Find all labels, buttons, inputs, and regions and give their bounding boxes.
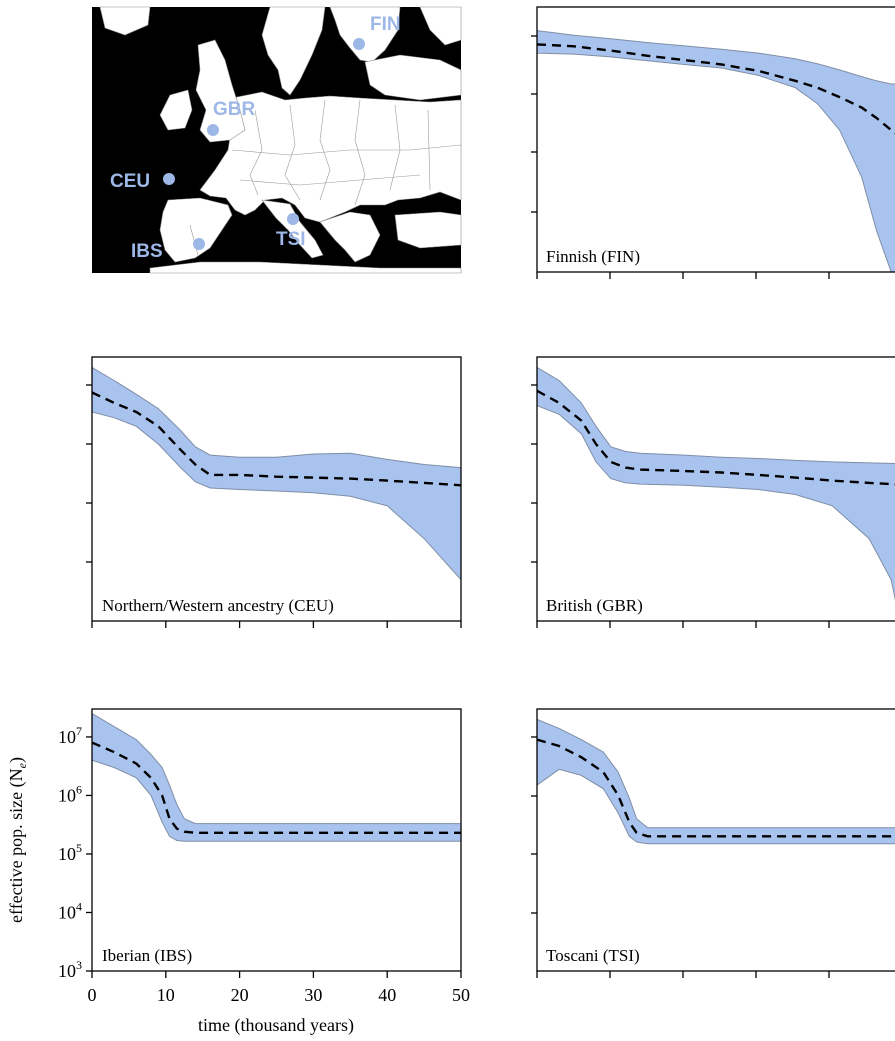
panel-ibs: Iberian (IBS) (86, 708, 462, 978)
map-label-ibs: IBS (131, 241, 163, 262)
panel-ibs-label: Iberian (IBS) (102, 946, 192, 965)
confidence-band (537, 718, 895, 845)
marker-ceu (163, 173, 175, 185)
panel-ceu-frame (91, 356, 462, 622)
x-tick-label: 40 (378, 985, 396, 1005)
map-label-tsi: TSI (276, 229, 306, 250)
y-tick-label: 105 (58, 841, 82, 864)
y-tick-label: 106 (58, 782, 82, 805)
x-tick-label: 10 (157, 985, 175, 1005)
map-land (99, 6, 462, 274)
map-label-ceu: CEU (110, 171, 150, 192)
median-line (537, 43, 895, 135)
panel-fin-label: Finnish (FIN) (546, 247, 640, 266)
map-markers (163, 38, 365, 250)
y-axis-title-close: ) (6, 757, 27, 763)
marker-fin (353, 38, 365, 50)
panel-gbr-label: British (GBR) (546, 596, 643, 615)
y-axis-title: effective pop. size (Ne) (6, 757, 29, 923)
panel-ibs-frame (91, 708, 462, 972)
x-tick-labels: 0 10 20 30 40 50 (88, 985, 471, 1005)
marker-ibs (193, 238, 205, 250)
y-axis-title-main: effective pop. size (N (6, 768, 27, 923)
panel-ceu: Northern/Western ancestry (CEU) (86, 356, 462, 628)
x-tick-label: 20 (231, 985, 249, 1005)
confidence-band (537, 30, 895, 272)
median-line (92, 391, 461, 487)
y-axis-title-sub: e (15, 762, 29, 768)
marker-tsi (287, 213, 299, 225)
confidence-band (537, 366, 895, 601)
y-tick-label: 104 (58, 899, 82, 922)
panel-fin: Finnish (FIN) (531, 6, 895, 279)
confidence-band (92, 713, 461, 842)
panel-ceu-label: Northern/Western ancestry (CEU) (102, 596, 334, 615)
y-tick-labels: 103 104 105 106 107 (58, 724, 82, 981)
map-label-gbr: GBR (213, 99, 256, 120)
confidence-band (92, 366, 461, 581)
y-tick-label: 107 (58, 724, 82, 747)
panel-tsi-label: Toscani (TSI) (546, 946, 640, 965)
x-tick-label: 30 (304, 985, 322, 1005)
x-axis-title: time (thousand years) (198, 1015, 354, 1036)
panel-gbr: British (GBR) (531, 356, 895, 628)
panel-tsi-frame (536, 708, 895, 972)
map-borders (189, 99, 462, 256)
x-tick-label: 0 (88, 985, 97, 1005)
median-line (537, 389, 895, 486)
panel-fin-frame (536, 6, 895, 273)
marker-gbr (207, 124, 219, 136)
x-tick-label: 50 (452, 985, 470, 1005)
map-label-fin: FIN (370, 14, 401, 35)
panel-tsi: Toscani (TSI) (531, 708, 895, 978)
y-tick-label: 103 (58, 958, 82, 981)
median-line (537, 738, 895, 838)
median-line (92, 741, 461, 834)
europe-map: FIN GBR CEU TSI IBS (92, 6, 462, 274)
panel-gbr-frame (536, 356, 895, 622)
